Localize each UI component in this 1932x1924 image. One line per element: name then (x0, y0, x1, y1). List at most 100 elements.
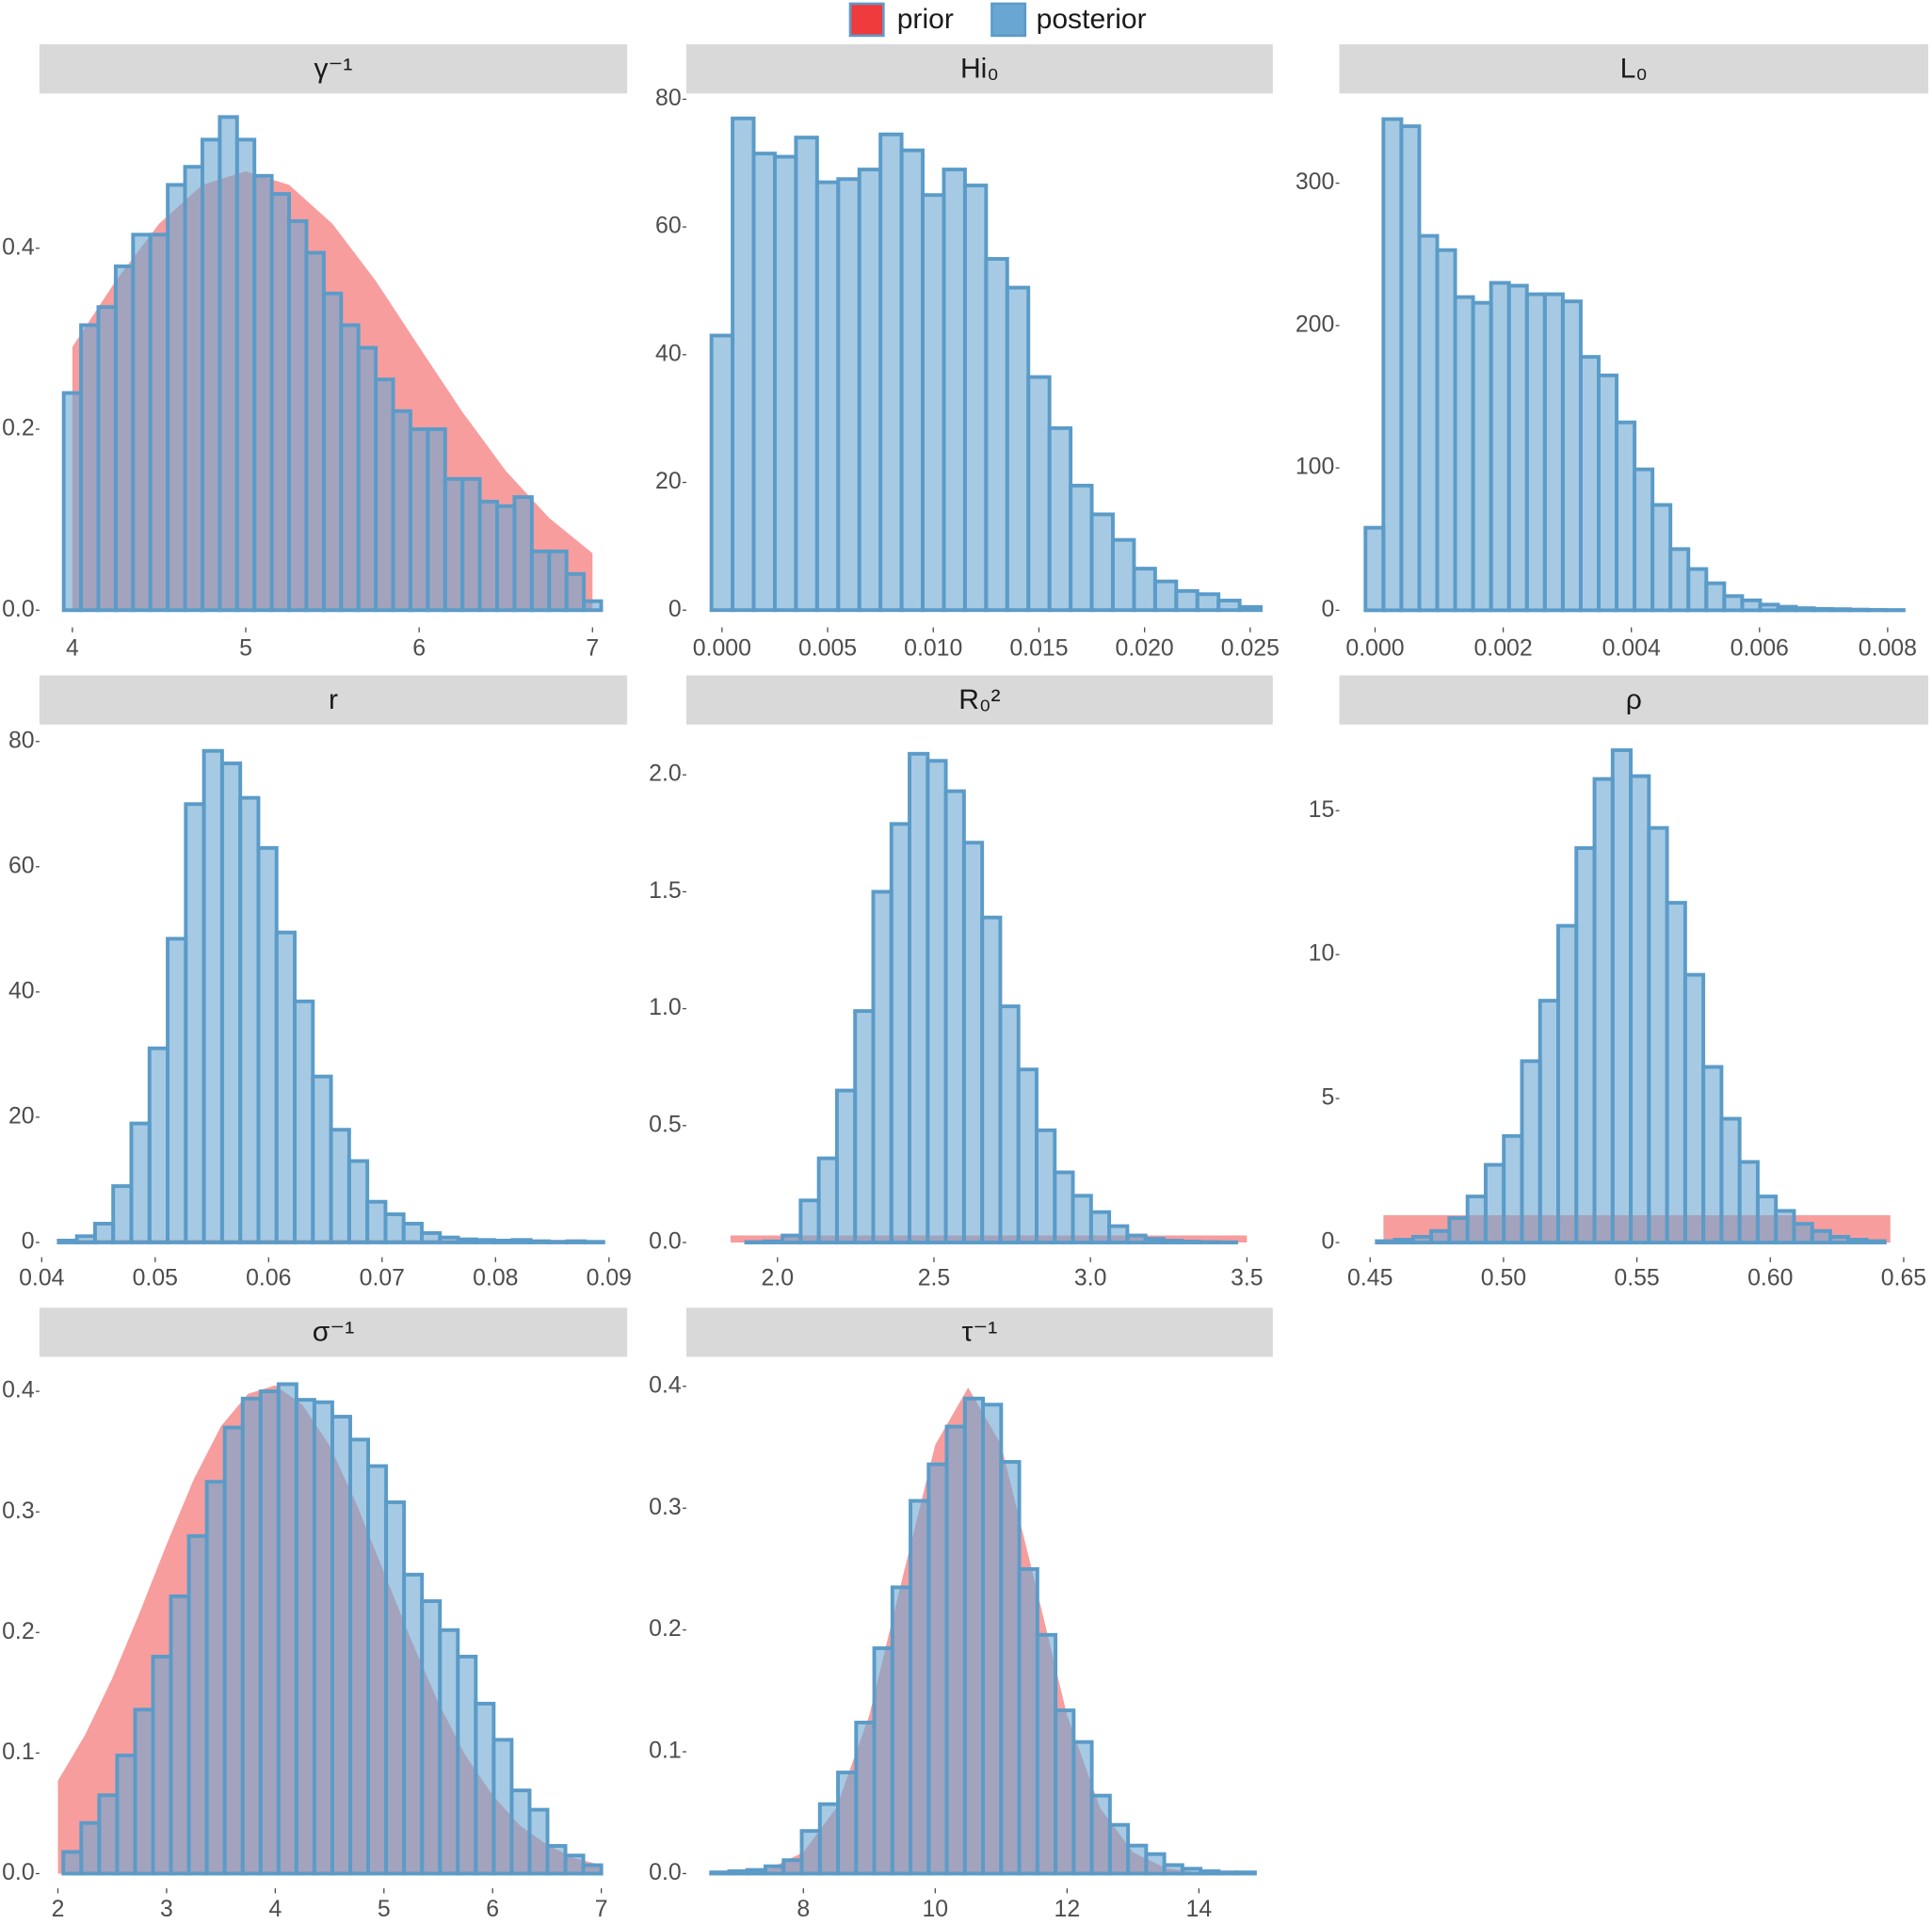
histogram-bar (1107, 1224, 1130, 1244)
y-tick-label: 20 (655, 469, 682, 494)
histogram-bar (477, 499, 499, 613)
histogram-bar (857, 168, 883, 613)
histogram-bar (1828, 1234, 1851, 1245)
y-tick-label: 2.0 (649, 762, 682, 787)
histogram-bar (329, 1128, 351, 1244)
y-tick-label: 0.2 (2, 1619, 35, 1644)
histogram-bar (962, 1396, 986, 1876)
histogram-bar (1435, 248, 1457, 613)
histogram-bar (61, 391, 84, 613)
y-tick-label: 10 (1309, 941, 1335, 967)
histogram-bar (1610, 748, 1634, 1245)
y-tick-label: 0.4 (2, 234, 35, 260)
x-tick-label: 0.07 (360, 1266, 405, 1291)
histogram-bar (528, 1239, 551, 1244)
histogram-bar (408, 427, 430, 613)
x-tick-label: 14 (1186, 1897, 1213, 1922)
histogram-bar (1035, 1128, 1057, 1244)
y-tick-label: 1.0 (649, 995, 682, 1020)
x-tick-label: 0.45 (1347, 1266, 1393, 1291)
histogram-bar (184, 802, 206, 1244)
x-tick-label: 8 (797, 1897, 810, 1922)
x-tick-label: 0.55 (1614, 1266, 1659, 1291)
histogram-bar (151, 1654, 173, 1876)
y-tick-label: 20 (8, 1103, 35, 1129)
histogram-bar (583, 1240, 605, 1244)
histogram-bar (1719, 1116, 1742, 1245)
histogram-bar (836, 1771, 859, 1876)
y-tick-label: 40 (655, 341, 682, 366)
y-tick-label: 0.4 (2, 1378, 35, 1403)
histogram-bar (113, 264, 136, 613)
histogram-bar (201, 137, 222, 613)
histogram-bar (252, 173, 274, 613)
panel: r 0 20 40 60 80 0.04 0.05 0.06 0.07 0.08 0.09 (8, 675, 632, 1291)
histogram-bar (401, 1222, 424, 1244)
y-tick-label: 0.1 (2, 1740, 35, 1765)
histogram-bar (942, 168, 967, 613)
histogram-bar (111, 1184, 134, 1244)
histogram-bar (1810, 1228, 1832, 1245)
y-tick-label: 0.0 (2, 597, 35, 622)
histogram-bar (312, 1400, 334, 1876)
histogram-bar (330, 1415, 352, 1876)
y-tick-label: 80 (655, 86, 682, 111)
x-tick-label: 2.5 (918, 1266, 951, 1291)
histogram-bar (183, 165, 204, 613)
strip-title: R₀² (958, 684, 1000, 715)
histogram-bar (799, 1829, 822, 1876)
x-tick-label: 4 (66, 636, 79, 662)
histogram-bar (1174, 588, 1199, 613)
x-tick-label: 0.04 (19, 1266, 65, 1291)
histogram-bar (402, 1572, 425, 1876)
histogram-bar (1792, 1222, 1814, 1245)
histogram-bar (1483, 1162, 1506, 1245)
histogram-bar (1005, 285, 1031, 613)
histogram-bar (269, 192, 292, 613)
histogram-bar (240, 1396, 263, 1876)
x-tick-label: 0.004 (1602, 636, 1661, 662)
histogram-bar (909, 1499, 931, 1876)
histogram-bar (304, 250, 326, 613)
histogram-bar (1054, 1708, 1076, 1876)
histogram-bar (890, 1585, 913, 1876)
strip (39, 44, 628, 94)
histogram-bar (961, 841, 985, 1244)
histogram-bar (510, 1238, 533, 1244)
histogram-bar (1144, 1852, 1167, 1876)
histogram-bar (1126, 1843, 1149, 1876)
strip (685, 1307, 1273, 1357)
histogram-bar (1542, 292, 1565, 613)
histogram-bar (276, 1382, 298, 1876)
histogram-bar (456, 1654, 478, 1876)
histogram-bar (79, 323, 101, 613)
histogram-bar (1847, 607, 1870, 613)
histogram-bar (148, 232, 170, 613)
y-tick-label: 0.0 (2, 1860, 35, 1885)
histogram-bar (1180, 1240, 1202, 1244)
histogram-bar (1216, 599, 1242, 613)
x-tick-label: 7 (595, 1897, 608, 1922)
x-tick-label: 7 (586, 636, 599, 662)
histogram-bar (1774, 1209, 1796, 1245)
histogram-bar (1089, 1793, 1112, 1876)
histogram-bar (962, 184, 989, 613)
histogram-bar (981, 1403, 1004, 1876)
strip (39, 1307, 628, 1357)
x-tick-label: 0.09 (587, 1266, 632, 1291)
panel: τ⁻¹ 0.0 0.1 0.2 0.3 0.4 8 10 12 14 (649, 1307, 1273, 1922)
x-tick-label: 0.60 (1747, 1266, 1793, 1291)
x-tick-label: 10 (922, 1897, 948, 1922)
strip-title: r (329, 684, 338, 715)
x-tick-label: 4 (268, 1897, 282, 1922)
histogram-bar (547, 1240, 570, 1244)
histogram-bar (384, 1500, 407, 1876)
x-tick-label: 2.0 (761, 1266, 794, 1291)
histogram-bar (1363, 525, 1386, 613)
histogram-bar (545, 1844, 568, 1876)
histogram-bar (1538, 999, 1560, 1245)
histogram-bar (348, 1437, 371, 1876)
strip-title: Hi₀ (960, 53, 999, 84)
histogram-bar (563, 1853, 586, 1876)
